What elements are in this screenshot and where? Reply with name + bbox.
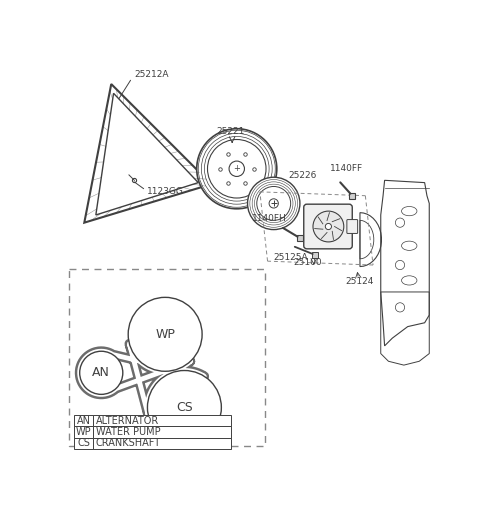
Circle shape	[147, 370, 221, 444]
Bar	[74, 415, 93, 426]
Text: ALTERNATOR: ALTERNATOR	[96, 416, 159, 426]
Text: CS: CS	[77, 438, 90, 449]
Text: +: +	[233, 164, 240, 173]
Circle shape	[197, 129, 277, 209]
Text: AN: AN	[92, 366, 110, 379]
Text: 1140FH: 1140FH	[252, 214, 287, 223]
Bar	[93, 438, 230, 449]
Text: AN: AN	[76, 416, 91, 426]
Text: CRANKSHAFT: CRANKSHAFT	[96, 438, 161, 449]
Text: 25125A: 25125A	[273, 252, 308, 262]
FancyBboxPatch shape	[304, 204, 352, 249]
Text: CS: CS	[176, 401, 193, 414]
Circle shape	[229, 161, 244, 176]
Text: 25212A: 25212A	[134, 70, 169, 79]
Circle shape	[128, 297, 202, 371]
Text: 1140FF: 1140FF	[330, 164, 363, 173]
Circle shape	[313, 211, 344, 242]
Circle shape	[80, 351, 123, 394]
Text: 25221: 25221	[216, 127, 245, 136]
Text: WP: WP	[155, 328, 175, 341]
FancyBboxPatch shape	[347, 219, 358, 234]
Text: WP: WP	[76, 427, 91, 437]
Text: WATER PUMP: WATER PUMP	[96, 427, 160, 437]
Text: 25226: 25226	[288, 171, 317, 180]
Text: 25124: 25124	[346, 277, 374, 287]
Circle shape	[325, 224, 332, 230]
Bar	[69, 269, 265, 446]
Bar	[74, 426, 93, 438]
Bar	[93, 415, 230, 426]
Text: 1123GG: 1123GG	[147, 187, 184, 197]
Bar	[74, 438, 93, 449]
Circle shape	[248, 177, 300, 230]
Circle shape	[269, 199, 278, 208]
Bar	[93, 426, 230, 438]
Text: 25100: 25100	[293, 258, 322, 267]
